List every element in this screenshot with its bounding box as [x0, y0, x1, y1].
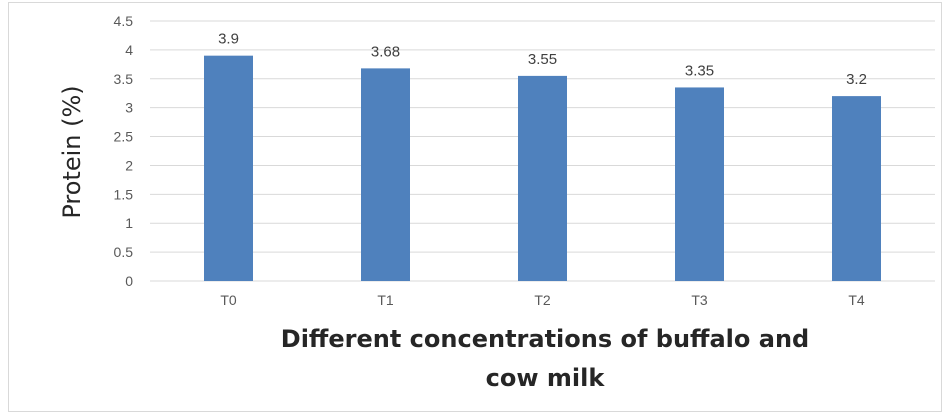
bar-t0: [204, 55, 253, 281]
x-axis-label-line-1: Different concentrations of buffalo and: [281, 325, 809, 353]
y-tick-label: 2.5: [114, 129, 134, 145]
x-axis-label-line-2: cow milk: [486, 364, 606, 392]
y-tick-label: 1.5: [114, 186, 134, 202]
x-tick-label-t4: T4: [848, 292, 865, 308]
data-labels: 3.9 3.68 3.55 3.35 3.2: [218, 31, 867, 88]
x-tick-label-t2: T2: [534, 292, 551, 308]
y-tick-label: 0: [125, 273, 133, 289]
data-label-t0: 3.9: [218, 31, 239, 48]
bar-t2: [518, 75, 567, 281]
y-tick-label: 1: [125, 215, 133, 231]
x-axis-tick-labels: T0 T1 T2 T3 T4: [220, 292, 865, 308]
y-tick-label: 0.5: [114, 244, 134, 260]
x-tick-label-t1: T1: [377, 292, 394, 308]
y-axis-tick-labels: 0 0.5 1 1.5 2 2.5 3 3.5 4 4.5: [114, 13, 134, 289]
x-tick-label-t3: T3: [691, 292, 708, 308]
y-tick-label: 4: [125, 42, 133, 58]
gridlines: [150, 20, 935, 282]
y-tick-label: 3.5: [114, 71, 134, 87]
y-axis-label: Protein (%): [58, 85, 86, 218]
data-label-t4: 3.2: [846, 71, 867, 88]
bars: [204, 55, 881, 281]
y-tick-label: 4.5: [114, 13, 134, 29]
data-label-t1: 3.68: [371, 43, 400, 60]
y-tick-label: 2: [125, 157, 133, 173]
bar-t1: [361, 68, 410, 281]
y-tick-label: 3: [125, 100, 133, 116]
x-tick-label-t0: T0: [220, 292, 237, 308]
data-label-t2: 3.55: [528, 51, 557, 68]
chart-frame: [8, 2, 942, 412]
data-label-t3: 3.35: [685, 62, 714, 79]
bar-t3: [675, 87, 724, 281]
bar-t4: [832, 96, 881, 281]
